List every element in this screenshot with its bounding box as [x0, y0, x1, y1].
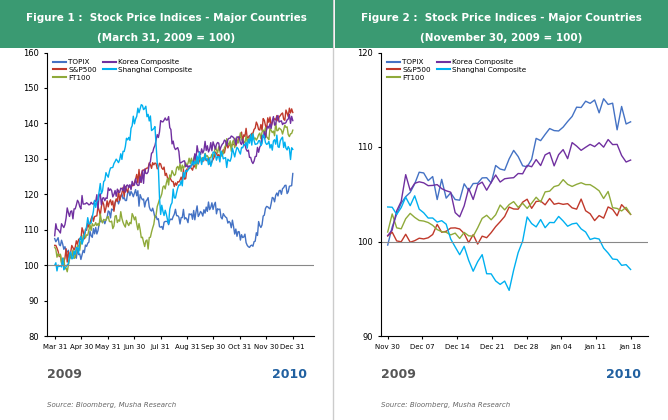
- Text: Figure 1 :  Stock Price Indices - Major Countries: Figure 1 : Stock Price Indices - Major C…: [26, 13, 307, 24]
- Text: 2009: 2009: [381, 368, 415, 381]
- Text: 2010: 2010: [607, 368, 641, 381]
- Text: (November 30, 2009 = 100): (November 30, 2009 = 100): [420, 33, 583, 43]
- Legend: TOPIX, S&P500, FT100, Korea Composite, Shanghai Composite: TOPIX, S&P500, FT100, Korea Composite, S…: [384, 56, 529, 84]
- Text: Source: Bloomberg, Musha Research: Source: Bloomberg, Musha Research: [47, 402, 176, 408]
- Text: Figure 2 :  Stock Price Indices - Major Countries: Figure 2 : Stock Price Indices - Major C…: [361, 13, 642, 24]
- Text: 2009: 2009: [47, 368, 81, 381]
- Legend: TOPIX, S&P500, FT100, Korea Composite, Shanghai Composite: TOPIX, S&P500, FT100, Korea Composite, S…: [50, 56, 195, 84]
- Text: (March 31, 2009 = 100): (March 31, 2009 = 100): [98, 33, 235, 43]
- Text: 2010: 2010: [273, 368, 307, 381]
- Text: Source: Bloomberg, Musha Research: Source: Bloomberg, Musha Research: [381, 402, 510, 408]
